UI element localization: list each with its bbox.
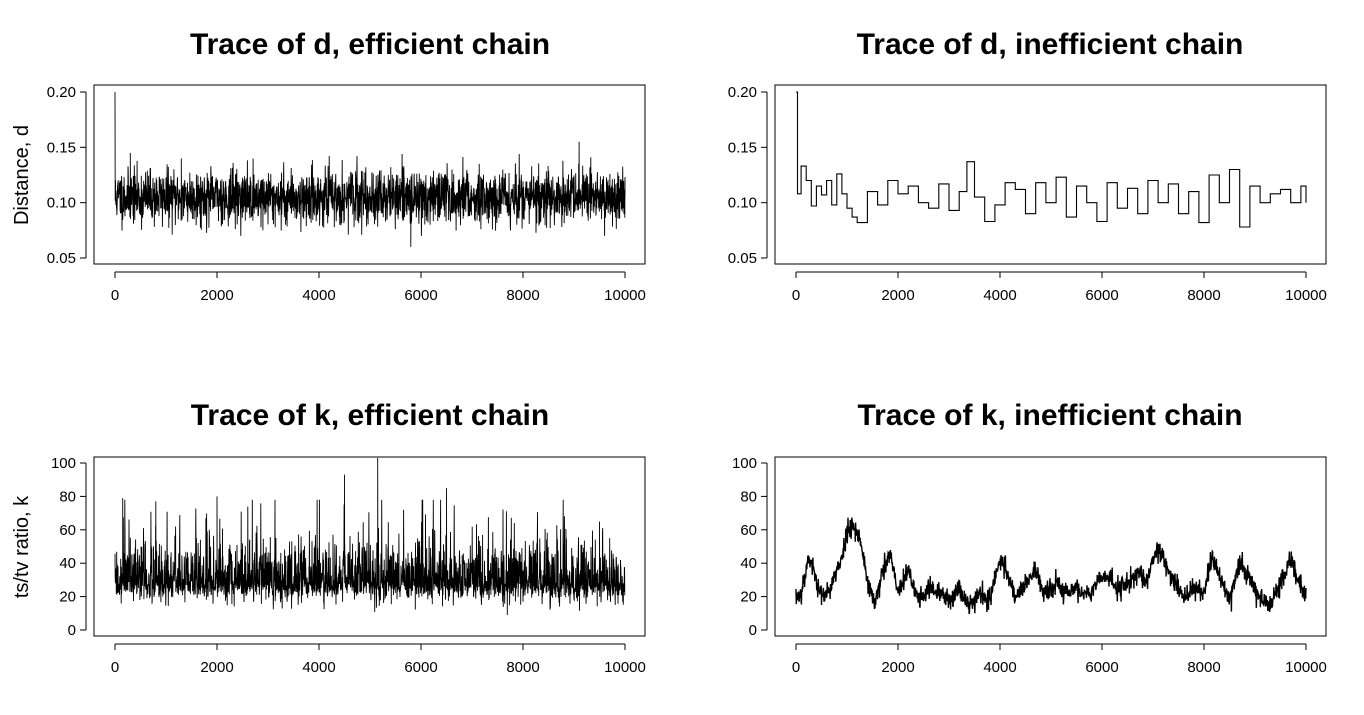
y-tick-label: 0.10	[47, 195, 76, 212]
panel-k-efficient: Trace of k, efficient chain ts/tv ratio,…	[11, 399, 646, 676]
panel-d-inefficient: Trace of d, inefficient chain 0 2000 4000 6…	[728, 28, 1327, 304]
x-tick-label: 0	[111, 659, 119, 676]
chart-title: Trace of k, efficient chain	[191, 399, 549, 432]
x-tick-label: 2000	[881, 287, 914, 304]
x-tick-label: 0	[111, 287, 119, 304]
y-tick-label: 40	[59, 555, 76, 572]
panel-k-inefficient: Trace of k, inefficient chain 0 2000 4000 6…	[732, 399, 1327, 676]
y-tick-label: 0.20	[47, 84, 76, 101]
x-tick-label: 6000	[404, 287, 437, 304]
x-tick-label: 2000	[200, 287, 233, 304]
y-tick-label: 0	[68, 622, 76, 639]
x-tick-label: 10000	[1285, 659, 1327, 676]
y-tick-label: 0.20	[728, 84, 757, 101]
x-tick-label: 0	[792, 659, 800, 676]
x-tick-label: 8000	[1187, 287, 1220, 304]
plot-frame	[93, 84, 646, 265]
chart-title: Trace of d, inefficient chain	[857, 28, 1244, 61]
x-tick-label: 8000	[506, 659, 539, 676]
y-tick-label: 80	[59, 488, 76, 505]
chart-title: Trace of d, efficient chain	[190, 28, 550, 61]
y-tick-label: 0.10	[728, 195, 757, 212]
trace-series-line	[795, 517, 1307, 614]
x-tick-label: 4000	[302, 659, 335, 676]
y-tick-label: 60	[59, 522, 76, 539]
x-tick-label: 10000	[604, 287, 646, 304]
y-tick-label: 0.15	[728, 139, 757, 156]
y-tick-label: 20	[740, 589, 757, 606]
x-tick-label: 4000	[983, 287, 1016, 304]
y-tick-label: 0.15	[47, 139, 76, 156]
y-tick-label: 0.05	[728, 250, 757, 267]
y-tick-label: 40	[740, 555, 757, 572]
x-tick-label: 10000	[604, 659, 646, 676]
trace-series-line	[114, 91, 626, 247]
y-tick-label: 80	[740, 488, 757, 505]
x-tick-label: 6000	[404, 659, 437, 676]
y-tick-label: 60	[740, 522, 757, 539]
x-tick-label: 10000	[1285, 287, 1327, 304]
plot-frame	[93, 456, 646, 637]
chart-title: Trace of k, inefficient chain	[857, 399, 1242, 432]
x-tick-label: 2000	[881, 659, 914, 676]
y-tick-label: 100	[732, 455, 757, 472]
trace-series-line	[114, 457, 626, 616]
y-tick-label: 20	[59, 589, 76, 606]
x-tick-label: 4000	[302, 287, 335, 304]
y-tick-label: 100	[51, 455, 76, 472]
x-tick-label: 6000	[1085, 659, 1118, 676]
y-axis-label: Distance, d	[11, 125, 33, 225]
plot-frame	[774, 84, 1327, 265]
x-tick-label: 6000	[1085, 287, 1118, 304]
x-tick-label: 0	[792, 287, 800, 304]
x-tick-label: 4000	[983, 659, 1016, 676]
trace-series-line	[796, 91, 1307, 228]
x-tick-label: 8000	[1187, 659, 1220, 676]
plot-frame	[774, 456, 1327, 637]
y-tick-label: 0.05	[47, 250, 76, 267]
x-tick-label: 8000	[506, 287, 539, 304]
x-tick-label: 2000	[200, 659, 233, 676]
y-axis-label: ts/tv ratio, k	[11, 495, 33, 598]
panel-d-efficient: Trace of d, efficient chain Distance, d …	[11, 28, 646, 304]
y-tick-label: 0	[749, 622, 757, 639]
